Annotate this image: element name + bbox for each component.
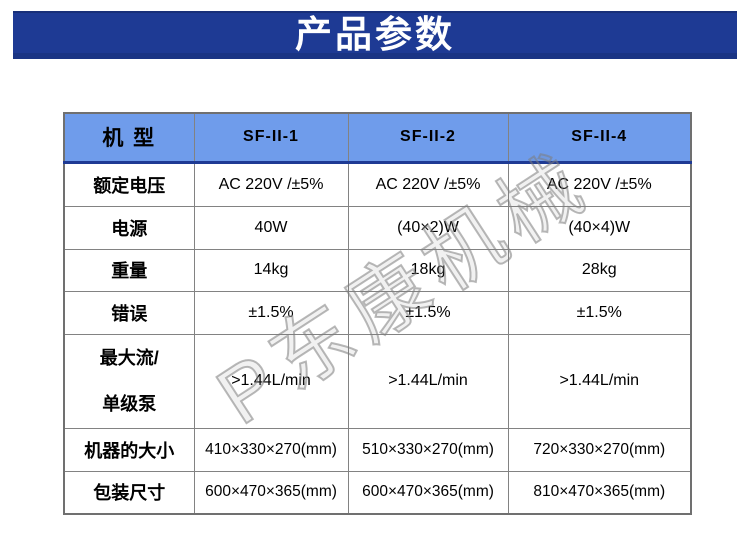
table-cell: AC 220V /±5% bbox=[193, 161, 349, 207]
row-label-rated-voltage: 额定电压 bbox=[63, 161, 195, 207]
table-row-machine-size: 机器的大小 410×330×270(mm) 510×330×270(mm) 72… bbox=[63, 427, 692, 472]
page-title: 产品参数 bbox=[295, 13, 455, 55]
table-cell: 810×470×365(mm) bbox=[507, 470, 692, 515]
table-cell: (40×2)W bbox=[347, 205, 509, 250]
row-label-line: 单级泵 bbox=[102, 394, 157, 414]
table-cell: 720×330×270(mm) bbox=[507, 427, 692, 472]
table-row-package-size: 包装尺寸 600×470×365(mm) 600×470×365(mm) 810… bbox=[63, 470, 692, 515]
table-cell: (40×4)W bbox=[507, 205, 692, 250]
header-model-sf-ii-4: SF-II-4 bbox=[507, 112, 692, 164]
table-row-power: 电源 40W (40×2)W (40×4)W bbox=[63, 205, 692, 250]
table-cell: AC 220V /±5% bbox=[347, 161, 509, 207]
table-cell: AC 220V /±5% bbox=[507, 161, 692, 207]
parameters-table-container: 机 型 SF-II-1 SF-II-2 SF-II-4 额定电压 AC 220V… bbox=[63, 112, 692, 515]
table-cell: 600×470×365(mm) bbox=[193, 470, 349, 515]
table-cell: 28kg bbox=[507, 248, 692, 292]
table-cell: ±1.5% bbox=[347, 290, 509, 335]
row-label-line: 最大流/ bbox=[99, 348, 159, 368]
product-parameters-table: 机 型 SF-II-1 SF-II-2 SF-II-4 额定电压 AC 220V… bbox=[63, 112, 692, 515]
table-cell: >1.44L/min bbox=[193, 333, 349, 429]
table-row-rated-voltage: 额定电压 AC 220V /±5% AC 220V /±5% AC 220V /… bbox=[63, 161, 692, 207]
header-machine-type: 机 型 bbox=[63, 112, 195, 164]
row-label-power: 电源 bbox=[63, 205, 195, 250]
table-cell: >1.44L/min bbox=[347, 333, 509, 429]
row-label-max-flow: 最大流/ 单级泵 bbox=[63, 333, 195, 429]
table-cell: 510×330×270(mm) bbox=[347, 427, 509, 472]
header-model-sf-ii-1: SF-II-1 bbox=[193, 112, 349, 164]
table-row-error: 错误 ±1.5% ±1.5% ±1.5% bbox=[63, 290, 692, 335]
table-cell: 410×330×270(mm) bbox=[193, 427, 349, 472]
row-label-machine-size: 机器的大小 bbox=[63, 427, 195, 472]
header-model-sf-ii-2: SF-II-2 bbox=[347, 112, 509, 164]
table-header-row: 机 型 SF-II-1 SF-II-2 SF-II-4 bbox=[63, 112, 692, 164]
table-cell: 14kg bbox=[193, 248, 349, 292]
section-banner: 产品参数 bbox=[13, 11, 737, 59]
table-cell: ±1.5% bbox=[507, 290, 692, 335]
table-cell: 18kg bbox=[347, 248, 509, 292]
row-label-package-size: 包装尺寸 bbox=[63, 470, 195, 515]
table-row-max-flow: 最大流/ 单级泵 >1.44L/min >1.44L/min >1.44L/mi… bbox=[63, 333, 692, 429]
table-cell: 600×470×365(mm) bbox=[347, 470, 509, 515]
table-cell: 40W bbox=[193, 205, 349, 250]
table-cell: >1.44L/min bbox=[507, 333, 692, 429]
row-label-error: 错误 bbox=[63, 290, 195, 335]
row-label-weight: 重量 bbox=[63, 248, 195, 292]
table-cell: ±1.5% bbox=[193, 290, 349, 335]
table-row-weight: 重量 14kg 18kg 28kg bbox=[63, 248, 692, 292]
